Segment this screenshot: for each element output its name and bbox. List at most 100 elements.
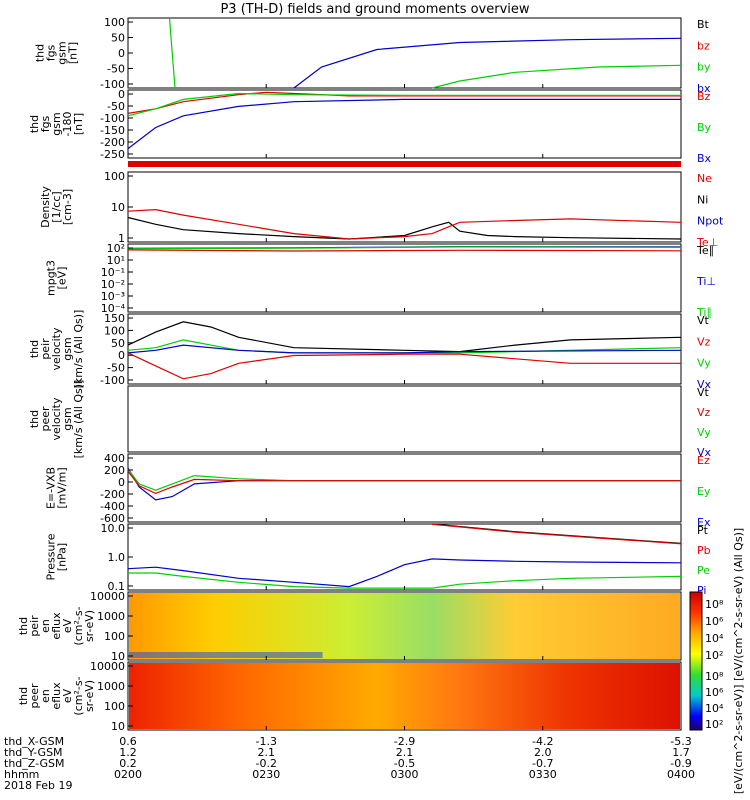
fge-ytick-label: -100 bbox=[100, 112, 125, 125]
peir_en-heatmap bbox=[129, 593, 680, 659]
density-legend-ne: Ne bbox=[697, 172, 712, 185]
footer-value: -0.2 bbox=[256, 757, 277, 770]
fgs-legend-bx: bx bbox=[697, 82, 711, 95]
fgs-series-by bbox=[432, 64, 682, 89]
peir-ylabel: peir bbox=[39, 338, 52, 360]
temp-ytick-label: 10⁻³ bbox=[101, 290, 125, 303]
temp-ytick-label: 10² bbox=[107, 242, 125, 255]
exb-ylabel: E=-VXB bbox=[45, 467, 58, 509]
temp-frame bbox=[127, 243, 682, 313]
fgs-legend-bz: bz bbox=[697, 39, 710, 52]
exb-ytick-label: 400 bbox=[104, 452, 125, 465]
peer-ylabel: gsm bbox=[61, 407, 74, 430]
exb-series-ez bbox=[127, 470, 681, 495]
footer-value: -1.3 bbox=[256, 735, 277, 748]
temp-legend-ti∥: Ti∥ bbox=[696, 306, 712, 319]
fge-frame bbox=[127, 89, 682, 159]
peir-legend-vt: Vt bbox=[697, 314, 710, 327]
peer_en-ytick-label: 10 bbox=[111, 720, 125, 733]
footer-row-label: thd_Z-GSM bbox=[4, 757, 64, 770]
fge-legend-bz: Bz bbox=[697, 90, 711, 103]
colorbar-label: [eV/(cm^2-s-sr-eV)] [eV/(cm^2-s-sr-eV) (… bbox=[732, 528, 745, 794]
fge-ytick-label: -50 bbox=[107, 100, 125, 113]
peir-series-vt bbox=[127, 321, 682, 353]
fge-series-bx bbox=[127, 98, 681, 150]
peer_en-ytick-label: 1000 bbox=[97, 680, 125, 693]
footer-row-label: thd_Y-GSM bbox=[4, 746, 63, 759]
footer-value: -0.5 bbox=[394, 757, 415, 770]
peir-ytick-label: -50 bbox=[107, 362, 125, 375]
pressure-series-pb bbox=[432, 523, 682, 545]
pressure-series-pt bbox=[432, 523, 682, 544]
temp-ytick-label: 10¹ bbox=[107, 254, 125, 267]
peer-legend-vy: Vy bbox=[697, 426, 711, 439]
exb-ytick-label: 200 bbox=[104, 464, 125, 477]
temp-legend-te∥: Te∥ bbox=[696, 244, 714, 257]
temp-series-te⊥ bbox=[127, 249, 682, 252]
peer_en-ytick-label: 100 bbox=[104, 700, 125, 713]
fge-ylabel: -180 bbox=[61, 112, 74, 137]
peer_en-ytick-label: 10000 bbox=[90, 660, 125, 673]
pressure-ylabel: [nPa] bbox=[56, 543, 69, 571]
peir-ytick-label: -100 bbox=[100, 374, 125, 387]
peer_en-heatmap bbox=[129, 663, 680, 729]
pressure-legend-pt: Pt bbox=[697, 524, 709, 537]
footer-value: 0330 bbox=[529, 768, 557, 781]
peer-legend-vx: Vx bbox=[697, 446, 712, 459]
peir_en-ylabel: (cm²-s- bbox=[72, 606, 85, 645]
peer-legend-vt: Vt bbox=[697, 386, 710, 399]
peir_en-ytick-label: 100 bbox=[104, 630, 125, 643]
fge-ytick-label: -250 bbox=[100, 148, 125, 161]
date-label: 2018 Feb 19 bbox=[4, 779, 72, 792]
fge-ylabel: thd bbox=[28, 115, 41, 133]
temp-ytick-label: 10⁻¹ bbox=[101, 266, 125, 279]
temp-ytick-label: 10⁻⁴ bbox=[101, 302, 126, 315]
peer-ylabel: thd bbox=[28, 410, 41, 428]
exb-legend-ez: Ez bbox=[697, 454, 710, 467]
peir_en-ylabel: eV bbox=[61, 618, 74, 633]
density-ytick-label: 10 bbox=[111, 201, 125, 214]
exb-ytick-label: -200 bbox=[100, 488, 125, 501]
exb-ylabel: [mV/m] bbox=[56, 467, 69, 508]
fge-legend-bx: Bx bbox=[697, 152, 712, 165]
temp-series-ti∥ bbox=[127, 246, 682, 250]
peer-frame bbox=[127, 385, 682, 453]
pressure-legend-pe: Pe bbox=[697, 564, 710, 577]
peir-ylabel: [km/s (All Qs)] bbox=[72, 310, 85, 389]
fge-ytick-label: -150 bbox=[100, 124, 125, 137]
peir-ytick-label: 50 bbox=[111, 337, 125, 350]
fgs-ytick-label: 50 bbox=[111, 32, 125, 45]
peer-legend-vz: Vz bbox=[697, 406, 711, 419]
temp-legend-ti⊥: Ti⊥ bbox=[696, 275, 716, 288]
peir-legend-vz: Vz bbox=[697, 335, 711, 348]
footer-value: -2.9 bbox=[394, 735, 415, 748]
pressure-ytick-label: 10.0 bbox=[101, 522, 126, 535]
footer-value: 0.6 bbox=[119, 735, 137, 748]
density-legend-ni: Ni bbox=[697, 193, 708, 206]
fge-series-by bbox=[127, 92, 681, 117]
footer-value: 2.1 bbox=[396, 746, 414, 759]
chart-title: P3 (TH-D) fields and ground moments over… bbox=[220, 2, 530, 17]
fgs-ytick-label: -50 bbox=[107, 63, 125, 76]
density-legend-te⊥: Te⊥ bbox=[696, 236, 718, 249]
footer-value: 0200 bbox=[114, 768, 142, 781]
colorbar bbox=[689, 591, 703, 731]
peir-ytick-label: 100 bbox=[104, 324, 125, 337]
fge-ytick-label: -200 bbox=[100, 136, 125, 149]
exb-series-ex bbox=[127, 467, 681, 501]
fgs-frame bbox=[127, 17, 682, 89]
fgs-ylabel: [nT] bbox=[67, 42, 80, 64]
peer_en-ylabel: eV bbox=[61, 688, 74, 703]
peer-ylabel: [km/s (All Qs)] bbox=[72, 380, 85, 459]
footer-value: 0400 bbox=[667, 768, 695, 781]
exb-ytick-label: -400 bbox=[100, 500, 125, 513]
pressure-ylabel: Pressure bbox=[45, 533, 58, 580]
fge-ylabel: gsm bbox=[50, 112, 63, 135]
fge-ylabel: [nT] bbox=[72, 113, 85, 135]
peir-legend-vy: Vy bbox=[697, 357, 711, 370]
colorbar-tick-label: 10⁴ bbox=[705, 632, 724, 645]
peer_en-ylabel: (cm²-s- bbox=[72, 676, 85, 715]
peer_en-ylabel: eflux bbox=[50, 682, 63, 710]
pressure-legend-pi: Pi bbox=[697, 584, 706, 597]
exb-ytick-label: -600 bbox=[100, 512, 125, 525]
